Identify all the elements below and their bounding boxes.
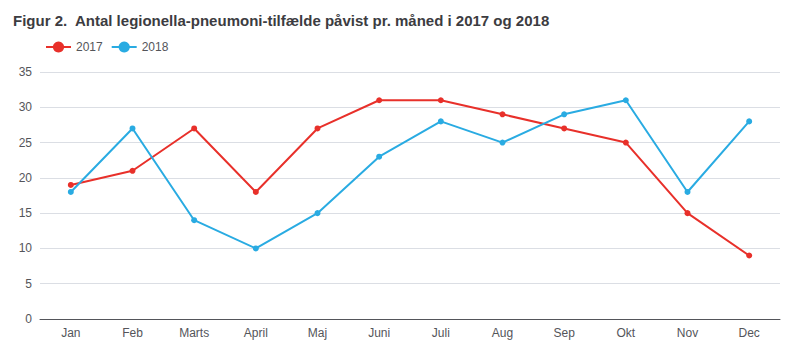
svg-text:April: April [244, 326, 268, 340]
svg-text:Figur 2. Antal legionella-pne: Figur 2. Antal legionella-pneumoni-tilfæ… [13, 12, 549, 29]
svg-text:Maj: Maj [308, 326, 327, 340]
svg-text:20: 20 [19, 171, 33, 185]
svg-text:Juli: Juli [432, 326, 450, 340]
svg-text:15: 15 [19, 206, 33, 220]
svg-text:2017: 2017 [76, 40, 103, 54]
svg-text:Nov: Nov [677, 326, 698, 340]
svg-text:Jan: Jan [61, 326, 80, 340]
svg-text:30: 30 [19, 100, 33, 114]
svg-text:Juni: Juni [368, 326, 390, 340]
svg-text:Marts: Marts [179, 326, 209, 340]
svg-text:0: 0 [25, 312, 32, 326]
svg-text:2018: 2018 [142, 40, 169, 54]
svg-text:Sep: Sep [553, 326, 575, 340]
svg-text:Aug: Aug [492, 326, 513, 340]
svg-text:5: 5 [25, 277, 32, 291]
svg-text:Okt: Okt [616, 326, 635, 340]
svg-text:25: 25 [19, 136, 33, 150]
svg-text:Dec: Dec [738, 326, 759, 340]
svg-text:10: 10 [19, 241, 33, 255]
svg-text:35: 35 [19, 65, 33, 79]
svg-text:Feb: Feb [122, 326, 143, 340]
